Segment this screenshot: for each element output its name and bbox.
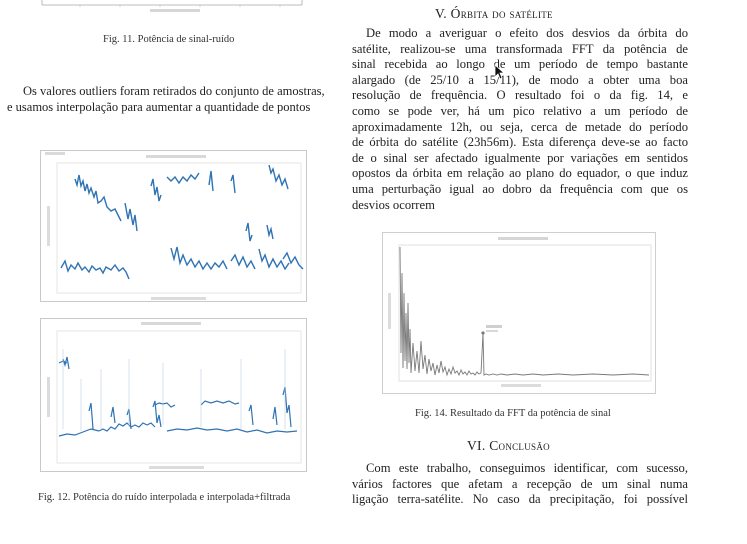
mouse-cursor-icon: [494, 64, 506, 80]
fig12-top-plot-ylabel-mark: [47, 206, 50, 246]
fig14-plot-title-mark: [498, 237, 548, 240]
left-paragraph-line-2: e usamos interpolação para aumentar a qu…: [7, 100, 311, 114]
section-6-title: Conclusão: [489, 438, 550, 453]
fig14-plot-ylabel-mark: [388, 293, 391, 329]
section-5-title: Órbita do satélite: [450, 6, 553, 21]
fig14-caption: Fig. 14. Resultado da FFT da potência de…: [415, 408, 611, 419]
fig14-peak-label-mark: [486, 325, 502, 328]
section-5-line: de o sinal ser afectado igualmente por v…: [352, 150, 688, 165]
section-6-number: VI.: [467, 438, 486, 453]
section-5-heading: V. Órbita do satélite: [435, 6, 553, 22]
section-5-line: desvios ocorrem: [352, 197, 435, 212]
section-5-line: De modo a averiguar o efeito dos desvios…: [366, 26, 688, 40]
fig12-bottom-plot: [40, 318, 307, 472]
fig12-bottom-plot-xlabel-mark: [149, 466, 204, 469]
fig12-bottom-plot-series: [58, 356, 298, 437]
fig14-plot-axes: [398, 244, 652, 382]
section-5-line: sinal recebida ao longo de um período de…: [352, 57, 688, 72]
section-5-line: alargado (de 25/10 a 15/11), de modo a o…: [352, 72, 688, 87]
fig12-top-plot-title-mark: [146, 155, 206, 158]
section-5-line: como se pode ver, há um pico relativo a …: [352, 103, 688, 118]
section-5-line: uma perturbação igual ao dobro da frequê…: [352, 181, 688, 196]
section-6-heading: VI. Conclusão: [467, 438, 550, 454]
section-5-line: opostos da órbita em relação ao plano do…: [352, 166, 688, 181]
fig14-plot: [382, 232, 656, 394]
section-6-line: vários factores que afetam a recepção de…: [352, 476, 688, 491]
fig11-caption: Fig. 11. Potência de sinal-ruído: [103, 34, 235, 45]
fig14-peak-label-mark: [486, 330, 498, 332]
fig14-peak-marker: [481, 331, 485, 335]
section-6-line: ligação terra-satélite. No caso da preci…: [352, 492, 688, 507]
fig12-bottom-plot-svg: [47, 322, 302, 469]
fig12-bottom-plot-title-mark: [141, 322, 201, 325]
section-5-line: satélite, realizou-se uma transformada F…: [352, 41, 688, 56]
section-5-line: aproximadamente 12h, ou seja, cerca de m…: [352, 119, 688, 134]
section-5-line: de órbita do satélite (23h56m). Esta dif…: [352, 135, 688, 150]
fig12-bottom-plot-ylabel-mark: [47, 377, 50, 417]
fig12-top-plot: [40, 150, 307, 302]
fig12-top-plot-title-mark: [45, 152, 65, 155]
section-6-line: Com este trabalho, conseguimos identific…: [366, 461, 688, 475]
fig12-top-plot-series: [60, 164, 304, 280]
section-5-number: V.: [435, 6, 447, 21]
fig12-caption: Fig. 12. Potência do ruído interpolada e…: [38, 492, 291, 503]
section-5-paragraph: De modo a averiguar o efeito dos desvios…: [352, 26, 688, 213]
fig12-top-plot-xlabel-mark: [151, 297, 206, 300]
fig11-plot-fragment: [40, 0, 305, 14]
fig14-plot-xlabel-mark: [501, 384, 541, 387]
fig14-fft-series: [399, 246, 650, 377]
section-5-line: resolução de frequência. O resultado foi…: [352, 88, 688, 103]
fig12-bottom-plot-filtered-series: [62, 349, 286, 431]
fig12-bottom-plot-axes: [56, 330, 302, 464]
fig14-plot-svg: [388, 237, 652, 387]
section-6-paragraph: Com este trabalho, conseguimos identific…: [352, 461, 688, 508]
fig11-axis-fragment: [41, 0, 303, 12]
fig12-top-plot-svg: [45, 152, 304, 300]
fig12-top-plot-axes: [56, 162, 302, 294]
left-paragraph-line-1: Os valores outliers foram retirados do c…: [23, 84, 325, 98]
